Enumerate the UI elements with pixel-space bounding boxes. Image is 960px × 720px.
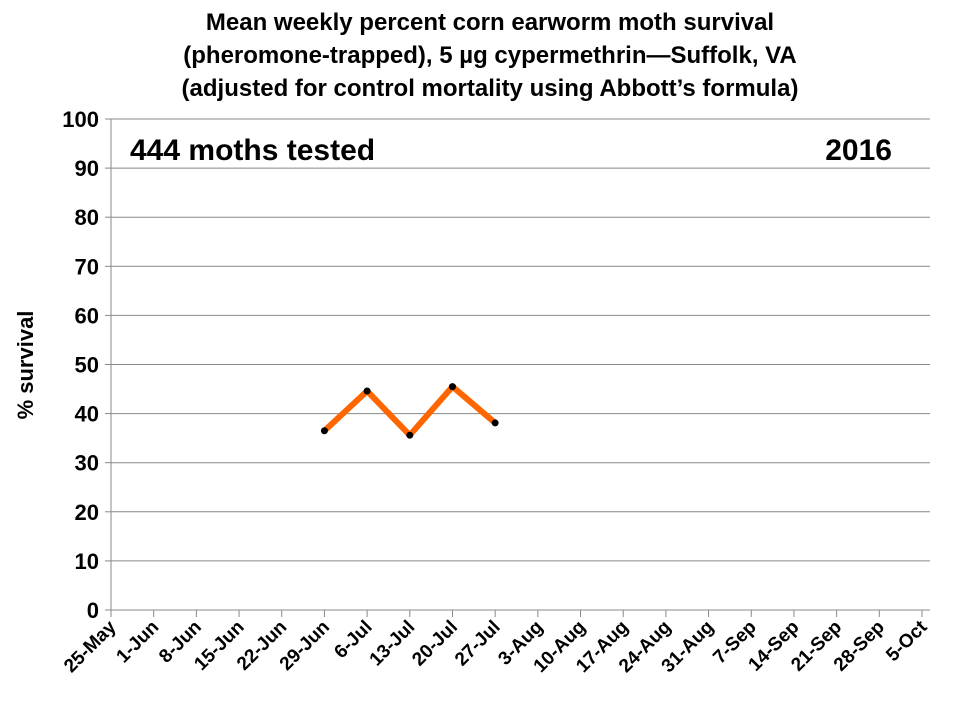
y-tick-label: 10: [75, 549, 99, 574]
x-tick-label: 20-Jul: [408, 617, 462, 671]
series-line: [322, 383, 498, 439]
y-tick-label: 100: [62, 107, 99, 132]
y-tick-label: 90: [75, 156, 99, 181]
data-point: [406, 431, 414, 439]
y-tick-label: 30: [75, 451, 99, 476]
x-tick-label: 13-Jul: [366, 617, 420, 671]
y-tick-label: 40: [75, 402, 99, 427]
data-point: [320, 427, 328, 435]
y-tick-label: 70: [75, 254, 99, 279]
data-point: [448, 383, 456, 391]
x-tick-label: 5-Oct: [882, 616, 932, 666]
x-tick-label: 25-May: [60, 616, 121, 677]
y-axis-label: % survival: [13, 311, 38, 420]
title-line: (adjusted for control mortality using Ab…: [182, 75, 799, 102]
year-annotation: 2016: [825, 134, 892, 167]
y-tick-label: 50: [75, 353, 99, 378]
chart-title: Mean weekly percent corn earworm moth su…: [182, 9, 799, 102]
data-point: [491, 419, 499, 427]
title-line: Mean weekly percent corn earworm moth su…: [206, 9, 774, 36]
data-point: [363, 387, 371, 395]
y-tick-label: 80: [75, 205, 99, 230]
y-tick-label: 60: [75, 303, 99, 328]
title-line: (pheromone-trapped), 5 µg cypermethrin—S…: [183, 42, 796, 69]
y-tick-label: 20: [75, 500, 99, 525]
x-tick-label: 1-Jun: [113, 617, 164, 668]
y-tick-label: 0: [87, 598, 99, 623]
moths-tested-annotation: 444 moths tested: [130, 134, 375, 167]
x-tick-label: 27-Jul: [451, 617, 505, 671]
